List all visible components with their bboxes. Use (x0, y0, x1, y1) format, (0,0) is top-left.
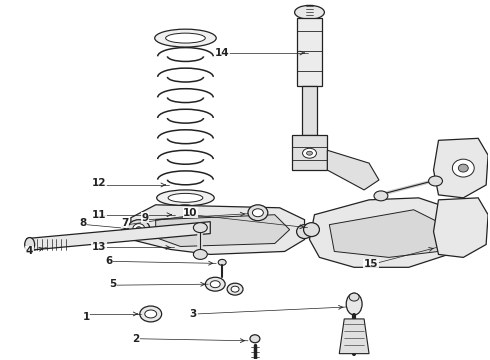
Ellipse shape (128, 220, 150, 238)
Polygon shape (296, 18, 322, 86)
Text: 2: 2 (132, 334, 140, 344)
Ellipse shape (429, 176, 442, 186)
Polygon shape (26, 222, 210, 251)
Ellipse shape (218, 260, 226, 265)
Ellipse shape (24, 238, 35, 251)
Ellipse shape (171, 205, 200, 219)
Text: 6: 6 (105, 256, 113, 266)
Text: 11: 11 (92, 210, 106, 220)
Polygon shape (339, 319, 369, 354)
Ellipse shape (349, 293, 359, 301)
Text: 8: 8 (80, 218, 87, 228)
Ellipse shape (227, 283, 243, 295)
Ellipse shape (307, 151, 313, 155)
Text: 10: 10 (183, 208, 197, 218)
Polygon shape (310, 198, 458, 267)
Polygon shape (434, 198, 488, 257)
Ellipse shape (157, 190, 214, 206)
Text: 1: 1 (83, 312, 90, 322)
Ellipse shape (303, 223, 319, 237)
Ellipse shape (194, 249, 207, 260)
Ellipse shape (452, 159, 474, 177)
Ellipse shape (205, 277, 225, 291)
Ellipse shape (346, 293, 362, 315)
Ellipse shape (294, 5, 324, 19)
Polygon shape (327, 150, 379, 190)
Polygon shape (131, 205, 305, 255)
Ellipse shape (248, 205, 268, 221)
Ellipse shape (252, 209, 263, 217)
Ellipse shape (140, 306, 162, 322)
Ellipse shape (231, 286, 239, 292)
Ellipse shape (250, 335, 260, 343)
Text: 13: 13 (92, 243, 106, 252)
Ellipse shape (133, 224, 145, 234)
Text: 7: 7 (121, 218, 128, 228)
Text: 14: 14 (215, 48, 229, 58)
Text: 3: 3 (190, 309, 197, 319)
Polygon shape (329, 210, 443, 257)
Polygon shape (301, 86, 318, 135)
Ellipse shape (296, 225, 313, 239)
Polygon shape (434, 138, 488, 198)
Ellipse shape (168, 193, 203, 202)
Ellipse shape (210, 281, 220, 288)
Ellipse shape (166, 33, 205, 43)
Text: 4: 4 (26, 247, 33, 256)
Ellipse shape (374, 191, 388, 201)
Ellipse shape (302, 148, 317, 158)
Text: 5: 5 (109, 279, 117, 289)
Ellipse shape (176, 208, 195, 216)
Ellipse shape (155, 29, 216, 47)
Text: 12: 12 (92, 178, 106, 188)
Ellipse shape (145, 310, 157, 318)
Text: 9: 9 (141, 213, 148, 223)
Polygon shape (292, 135, 327, 170)
Polygon shape (156, 215, 290, 247)
Ellipse shape (136, 227, 141, 231)
Ellipse shape (194, 223, 207, 233)
Text: 15: 15 (364, 259, 378, 269)
Ellipse shape (458, 164, 468, 172)
